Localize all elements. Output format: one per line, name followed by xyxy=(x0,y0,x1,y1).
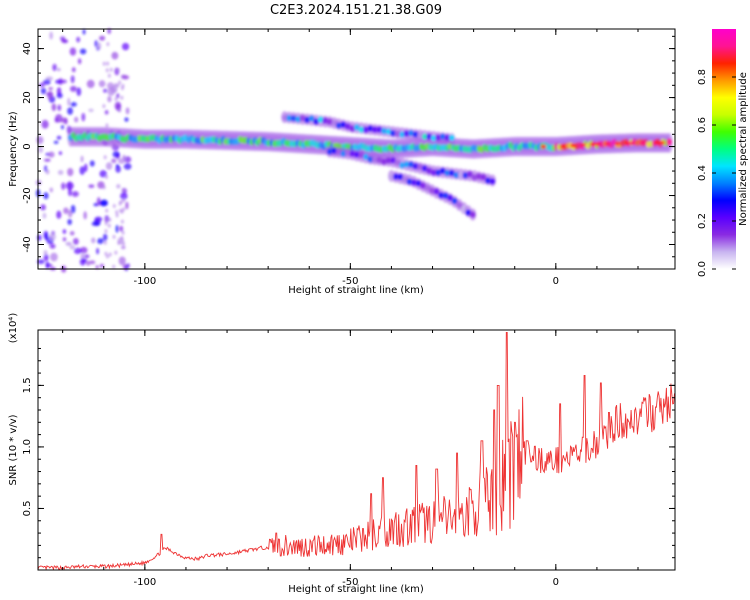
spectrogram-x-tick-label: -50 xyxy=(342,276,358,287)
snr-y-tick-label: 1.5 xyxy=(22,377,33,393)
snr-series-line xyxy=(37,332,675,571)
snr-x-tick-label: 0 xyxy=(553,577,559,588)
snr-panel: -100 -50 0 0.5 1.0 1.5 (x10⁴) Height of strai… xyxy=(8,313,676,595)
snr-y-tick-label: 0.5 xyxy=(22,501,33,517)
snr-y-multiplier: (x10⁴) xyxy=(8,313,19,344)
colorbar-scale xyxy=(712,29,736,269)
colorbar-tick-label: 0.4 xyxy=(697,165,708,181)
spectrogram-y-tick-label: 40 xyxy=(22,42,33,55)
colorbar-label: Normalized spectral amplitude xyxy=(738,72,749,226)
colorbar-tick-label: 0.6 xyxy=(697,117,708,133)
spectrogram-heatmap xyxy=(35,28,673,273)
colorbar-ticks: 0.0 0.2 0.4 0.6 0.8 xyxy=(697,69,736,277)
spectrogram-x-tick-label: 0 xyxy=(553,276,559,287)
snr-y-tick-label: 1.0 xyxy=(22,439,33,455)
spectrogram-y-tick-label: 20 xyxy=(22,91,33,104)
spectrogram-x-tick-label: -100 xyxy=(134,276,157,287)
colorbar: 0.0 0.2 0.4 0.6 0.8 Normalized spectral ampl… xyxy=(697,29,749,277)
snr-frame xyxy=(37,329,676,571)
spectrogram-x-axis-label: Height of straight line (km) xyxy=(288,285,424,296)
spectrogram-y-tick-label: 0 xyxy=(22,143,33,149)
colorbar-tick-label: 0.2 xyxy=(697,213,708,229)
spectrogram-y-axis-label: Frequency (Hz) xyxy=(8,111,19,187)
spectrogram-y-tick-label: -20 xyxy=(22,187,33,203)
colorbar-tick-label: 0.0 xyxy=(697,261,708,277)
spectrogram-y-tick-label: -40 xyxy=(22,236,33,252)
snr-y-axis-label: SNR (10 * v/v) xyxy=(8,414,19,485)
snr-x-tick-label: -100 xyxy=(134,577,157,588)
snr-ticks: -100 -50 0 0.5 1.0 1.5 xyxy=(22,330,675,588)
colorbar-tick-label: 0.8 xyxy=(697,69,708,85)
spectrogram-panel: -100 -50 0 -40 -20 0 20 40 Height of straight l… xyxy=(8,28,676,296)
spectrogram-frame xyxy=(37,28,676,270)
snr-x-axis-label: Height of straight line (km) xyxy=(288,584,424,595)
figure-title: C2E3.2024.151.21.38.G09 xyxy=(270,3,442,18)
snr-x-tick-label: -50 xyxy=(342,577,358,588)
